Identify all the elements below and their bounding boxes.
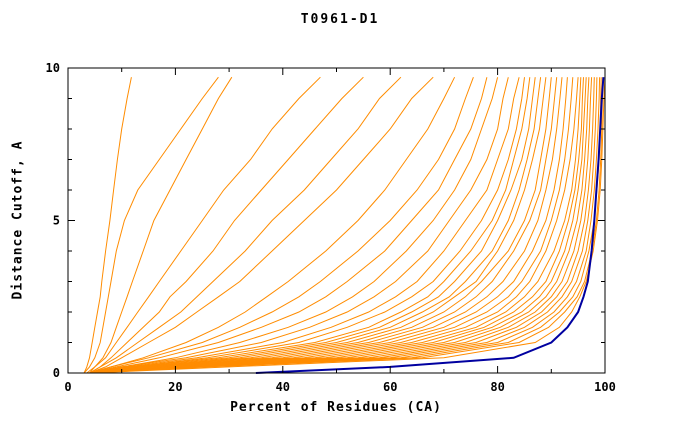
x-tick-label: 20	[168, 380, 182, 394]
series-model-02	[83, 76, 219, 374]
series-model-33	[89, 77, 602, 374]
series-model-01	[83, 77, 132, 374]
series-model-28	[89, 77, 590, 374]
series-model-04	[89, 76, 321, 374]
x-tick-label: 100	[594, 380, 616, 394]
x-tick-label: 0	[64, 380, 71, 394]
series-model-11	[89, 77, 499, 374]
series-model-16	[89, 77, 536, 374]
axis-ticks: 0 20 40 60 80 100 0 5 10	[46, 61, 616, 394]
y-tick-label: 5	[53, 214, 60, 228]
series-model-03	[86, 76, 233, 374]
series-model-31	[89, 77, 598, 374]
series-model-32	[89, 77, 601, 374]
series-model-13	[89, 77, 520, 374]
y-tick-label: 0	[53, 366, 60, 380]
x-axis-label: Percent of Residues (CA)	[230, 400, 442, 415]
series-model-34	[89, 77, 604, 374]
series-model-17	[89, 77, 542, 374]
series-model-10	[89, 77, 488, 374]
series-model-06	[89, 76, 402, 374]
series-model-19	[89, 77, 552, 374]
series-model-22	[89, 77, 568, 374]
x-tick-label: 80	[490, 380, 504, 394]
series-model-21	[89, 77, 563, 374]
series-lines	[83, 76, 606, 374]
series-model-20	[89, 77, 558, 374]
series-model-29	[89, 77, 593, 374]
series-model-27	[89, 77, 587, 374]
series-model-15	[89, 77, 531, 374]
y-tick-label: 10	[46, 61, 60, 75]
series-model-07	[89, 76, 434, 374]
chart-title: T0961-D1	[300, 12, 380, 27]
series-model-30	[89, 77, 595, 374]
series-model-26	[89, 77, 584, 374]
series-model-18	[89, 77, 547, 374]
series-model-14	[89, 77, 525, 374]
series-model-12	[89, 77, 509, 374]
series-model-35	[89, 77, 606, 374]
series-model-05	[89, 76, 364, 374]
series-highlight-model	[255, 77, 605, 374]
series-model-24	[89, 77, 579, 374]
series-model-09	[89, 77, 474, 374]
series-model-25	[89, 77, 582, 374]
series-model-08	[89, 76, 456, 374]
x-tick-label: 60	[383, 380, 397, 394]
x-tick-label: 40	[276, 380, 290, 394]
series-model-23	[89, 77, 574, 374]
